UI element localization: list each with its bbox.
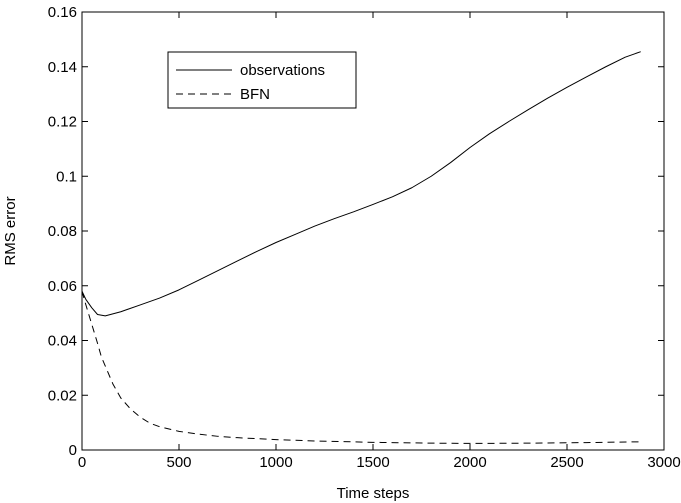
x-tick-label: 1500 xyxy=(356,454,389,471)
y-tick-label: 0.08 xyxy=(48,223,77,240)
y-axis-label: RMS error xyxy=(2,196,19,265)
legend-label-bfn: BFN xyxy=(240,86,270,103)
y-tick-label: 0.16 xyxy=(48,4,77,21)
legend-box xyxy=(167,51,357,109)
legend-label-observations: observations xyxy=(240,62,325,79)
x-tick-label: 2000 xyxy=(453,454,486,471)
x-tick-label: 0 xyxy=(78,454,86,471)
series-line-bfn xyxy=(81,291,641,444)
y-tick-label: 0.04 xyxy=(48,333,77,350)
y-tick-label: 0 xyxy=(69,442,77,459)
y-tick-label: 0.12 xyxy=(48,114,77,131)
x-tick-label: 2500 xyxy=(550,454,583,471)
series-line-observations xyxy=(81,51,641,317)
legend: observations BFN xyxy=(167,51,357,109)
y-tick-label: 0.06 xyxy=(48,278,77,295)
y-tick-label: 0.1 xyxy=(56,168,77,185)
y-tick-label: 0.14 xyxy=(48,59,77,76)
x-tick-label: 3000 xyxy=(647,454,680,471)
x-tick-label: 1000 xyxy=(259,454,292,471)
y-tick-label: 0.02 xyxy=(48,387,77,404)
series-layer xyxy=(81,51,641,444)
x-tick-label: 500 xyxy=(166,454,191,471)
x-axis-label: Time steps xyxy=(337,485,410,502)
axis-ticks: 0 500 1000 1500 2000 2500 3000 0 0.02 0.04 0.06 0.0… xyxy=(48,4,681,471)
